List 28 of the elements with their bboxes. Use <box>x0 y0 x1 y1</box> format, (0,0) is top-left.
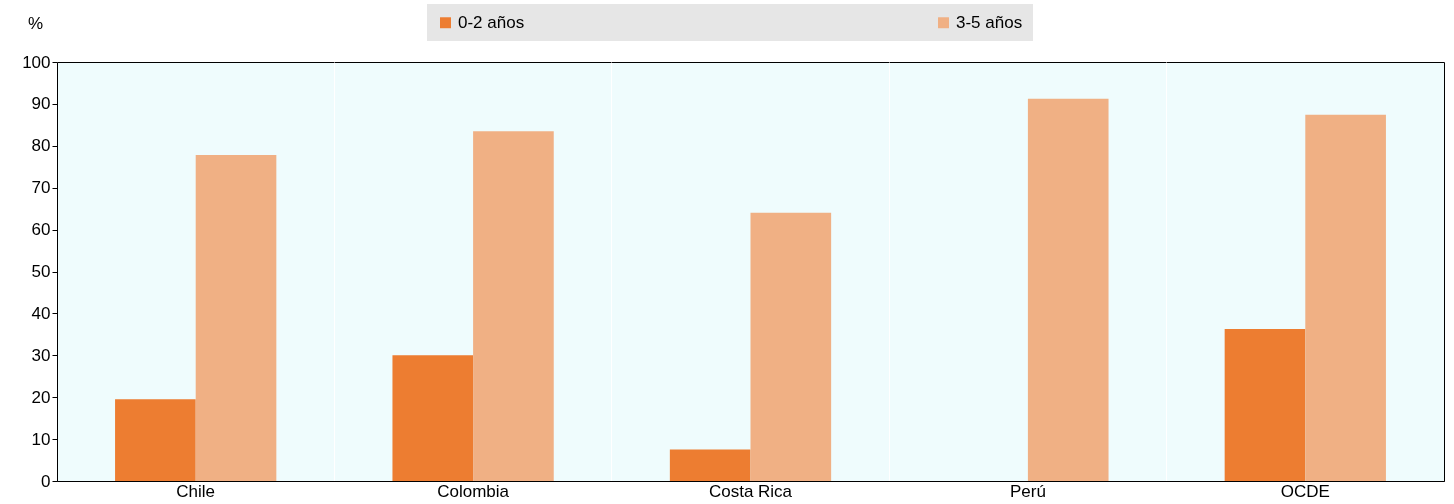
bar <box>392 355 474 481</box>
y-tick-label: 100 <box>22 52 51 72</box>
x-tick-label: Costa Rica <box>708 481 793 501</box>
bar <box>669 449 751 481</box>
legend-label: 0-2 años <box>458 12 525 32</box>
bar <box>473 131 554 481</box>
y-tick-label: 60 <box>31 220 51 240</box>
y-tick-label: 50 <box>31 262 51 281</box>
x-tick-label: Colombia <box>437 481 510 501</box>
x-tick-label: Perú <box>1009 481 1046 501</box>
y-tick-label: 80 <box>31 136 51 156</box>
y-tick-label: 0 <box>41 471 51 491</box>
y-tick-label: 70 <box>31 178 51 198</box>
y-axis-title: % <box>27 13 44 33</box>
bar <box>1224 328 1306 481</box>
y-tick-label: 30 <box>31 345 51 365</box>
y-tick-label: 40 <box>31 303 51 323</box>
bar <box>195 155 277 481</box>
x-tick-label: Chile <box>176 481 216 501</box>
x-tick-label: OCDE <box>1280 481 1330 501</box>
y-tick-label: 90 <box>31 94 51 114</box>
bar <box>1305 114 1386 481</box>
bar <box>750 212 832 481</box>
legend-label: 3-5 años <box>956 12 1023 32</box>
y-tick-label: 10 <box>31 429 51 449</box>
y-tick-label: 20 <box>31 387 51 407</box>
bar <box>1027 98 1109 481</box>
bar <box>115 399 196 481</box>
